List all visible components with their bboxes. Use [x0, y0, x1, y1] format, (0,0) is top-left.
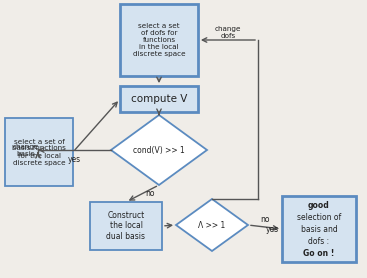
- Bar: [120, 86, 198, 112]
- Text: basis and: basis and: [301, 225, 337, 234]
- Text: change
dofs: change dofs: [215, 26, 241, 38]
- Text: select a set of
basis functions
for the local
discrete space: select a set of basis functions for the …: [12, 138, 66, 165]
- Text: Go on !: Go on !: [303, 249, 335, 257]
- Text: good: good: [308, 200, 330, 210]
- Text: yes: yes: [266, 225, 279, 234]
- Text: change
basis: change basis: [13, 145, 39, 158]
- Text: compute V: compute V: [131, 94, 187, 104]
- Text: dofs :: dofs :: [308, 237, 330, 245]
- Bar: [282, 196, 356, 262]
- Text: Construct
the local
dual basis: Construct the local dual basis: [106, 211, 145, 241]
- Text: Λ >> 1: Λ >> 1: [199, 220, 226, 230]
- Bar: [5, 118, 73, 186]
- Text: no: no: [145, 188, 155, 197]
- Text: no: no: [260, 215, 270, 224]
- Polygon shape: [176, 199, 248, 251]
- Text: selection of: selection of: [297, 212, 341, 222]
- Bar: [90, 202, 162, 250]
- Text: cond(V) >> 1: cond(V) >> 1: [133, 145, 185, 155]
- Text: select a set
of dofs for
functions
in the local
discrete space: select a set of dofs for functions in th…: [133, 23, 185, 57]
- Text: yes: yes: [68, 155, 81, 165]
- Bar: [120, 4, 198, 76]
- Polygon shape: [111, 115, 207, 185]
